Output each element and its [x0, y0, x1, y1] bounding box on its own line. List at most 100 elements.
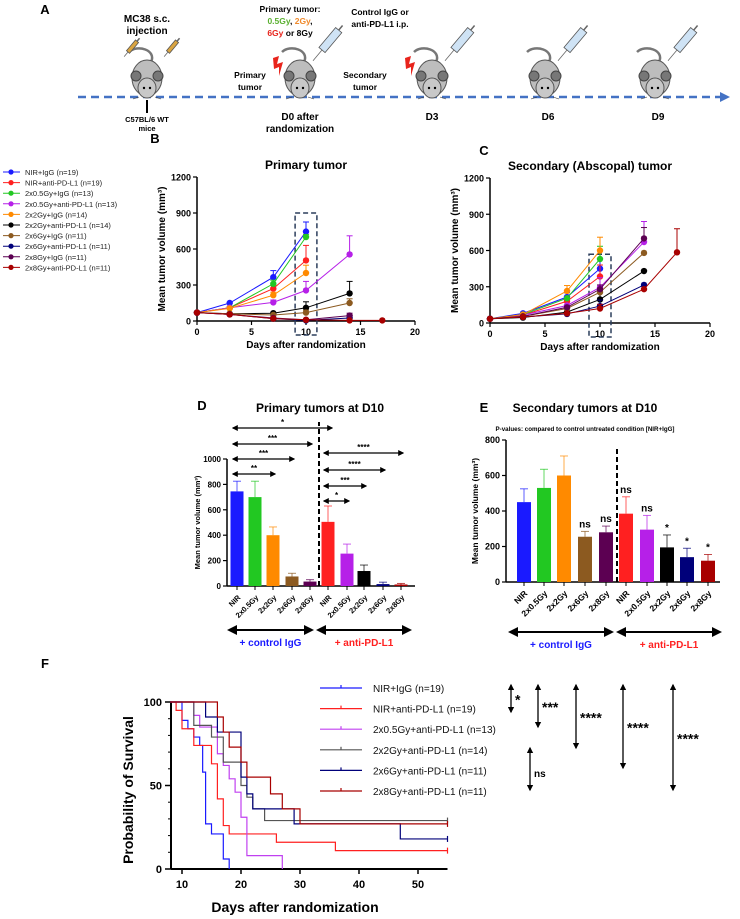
y-tick-label: 0	[217, 582, 222, 591]
legend-label: 2x2Gy+anti-PD-L1 (n=14)	[373, 746, 488, 757]
syringe-icon	[312, 25, 344, 61]
syringe-needle-icon	[444, 49, 455, 61]
panel-e-chart: E Secondary tumors at D10 P-values: compar…	[470, 400, 722, 651]
significance-label: *	[706, 542, 710, 553]
panel-d-chart: D Primary tumors at D10 0 200 400 600 800 1000 M…	[193, 398, 415, 649]
panel-label-b: B	[150, 131, 159, 146]
legend-item: 2x8Gy+anti-PD-L1 (n=11)	[3, 263, 111, 272]
legend-item: NIR+anti-PD-L1 (n=19)	[3, 179, 103, 188]
mouse-ear-icon	[130, 70, 142, 82]
x-axis-label: Days after randomization	[211, 899, 378, 915]
data-point	[346, 317, 353, 324]
series-2x0-5gy-igg	[193, 233, 310, 316]
y-axis-label: Mean tumor volume (mm³)	[193, 475, 202, 569]
data-point	[596, 255, 604, 263]
series-legend: NIR+IgG (n=19)NIR+anti-PD-L1 (n=19)2x0.5…	[3, 168, 118, 272]
mouse-head-icon	[137, 77, 157, 99]
y-tick-label: 300	[176, 281, 191, 291]
data-point	[302, 269, 310, 277]
dose-dose_c: 6Gy	[267, 28, 283, 38]
mouse-head-icon	[422, 77, 442, 99]
bar	[357, 571, 371, 586]
syringe-barrel-icon	[125, 39, 140, 54]
mouse-ear-icon	[152, 70, 164, 82]
syringe-plunger-icon	[136, 37, 141, 42]
syringe-needle-icon	[123, 51, 129, 57]
data-point	[640, 267, 648, 275]
chart-title: Secondary tumors at D10	[513, 401, 658, 415]
data-point	[302, 233, 310, 241]
whisker	[640, 96, 648, 100]
bar	[285, 576, 299, 586]
chart-title: Primary tumors at D10	[256, 401, 384, 415]
mouse-eye-icon	[148, 86, 152, 90]
legend-item: 2x0.5Gy+anti-PD-L1 (n=13)	[320, 725, 496, 736]
bar	[599, 532, 613, 582]
x-axis-label: Days after randomization	[246, 340, 365, 351]
legend-label: NIR+anti-PD-L1 (n=19)	[373, 705, 476, 716]
x-tick-label: NIR	[318, 593, 334, 609]
y-tick-label: 1200	[171, 173, 191, 183]
x-tick-label: 2x8Gy	[688, 588, 713, 613]
data-point	[563, 287, 571, 295]
timepoint-d3: D3	[426, 112, 439, 123]
data-point	[596, 285, 604, 293]
legend-item: 2x2Gy+IgG (n=14)	[3, 210, 88, 219]
data-point	[673, 249, 681, 256]
data-point	[596, 296, 604, 303]
data-point	[640, 285, 648, 293]
data-point	[563, 295, 571, 302]
bar	[640, 529, 654, 582]
series-line	[196, 231, 307, 314]
bar	[557, 475, 571, 582]
data-point	[346, 290, 353, 297]
y-tick-label: 200	[208, 557, 222, 566]
group-label: + control IgG	[530, 640, 592, 651]
y-tick-label: 800	[485, 435, 500, 445]
series-2x8gy-anti-pd-l1	[193, 309, 386, 324]
series-line	[489, 268, 601, 320]
legend-item: 2x6Gy+anti-PD-L1 (n=11)	[3, 242, 111, 251]
mouse-ear-icon	[437, 70, 449, 82]
secondary-tumor-label: Secondary	[343, 70, 387, 80]
whisker	[285, 96, 293, 100]
legend-label: 2x0.5Gy+anti-PD-L1 (n=13)	[25, 200, 118, 209]
comparison-label: ****	[627, 720, 649, 736]
highlight-box-day10	[294, 212, 318, 336]
data-point	[563, 310, 571, 317]
comparison-label: ****	[580, 710, 602, 726]
series-line	[489, 250, 601, 320]
data-point	[226, 299, 233, 307]
legend-item: 2x0.5Gy+IgG (n=13)	[3, 189, 94, 198]
legend-marker	[8, 254, 14, 260]
timepoint-d6: D6	[542, 112, 555, 123]
x-tick-label: 15	[650, 329, 660, 339]
whisker	[132, 96, 140, 100]
injection-label: MC38 s.c.	[124, 14, 170, 25]
whisker	[154, 96, 162, 100]
mouse-ear-icon	[550, 70, 562, 82]
legend-marker	[8, 211, 14, 217]
y-tick-label: 300	[469, 282, 484, 292]
y-tick-label: 0	[156, 864, 162, 876]
mouse-eye-icon	[433, 86, 437, 90]
mouse-tail-icon	[636, 47, 662, 63]
legend-marker	[8, 180, 14, 186]
dose-dose_sep2: ,	[310, 16, 312, 26]
legend-marker	[8, 243, 14, 249]
legend-marker	[8, 264, 14, 270]
treatment-label: anti-PD-L1 i.p.	[351, 19, 408, 29]
dose-line-1: 0.5Gy, 2Gy,	[267, 16, 312, 26]
y-tick-label: 800	[208, 480, 222, 489]
x-tick-label: NIR	[614, 588, 631, 605]
y-tick-label: 600	[485, 471, 500, 481]
survival-curve	[170, 701, 283, 869]
survival-curve	[170, 701, 449, 854]
data-point	[270, 280, 277, 287]
x-tick-label: 50	[412, 879, 424, 891]
mouse-d9-icon	[636, 47, 672, 100]
y-tick-label: 400	[208, 531, 222, 540]
syringe-barrel-icon	[563, 26, 588, 54]
bar	[340, 553, 354, 586]
